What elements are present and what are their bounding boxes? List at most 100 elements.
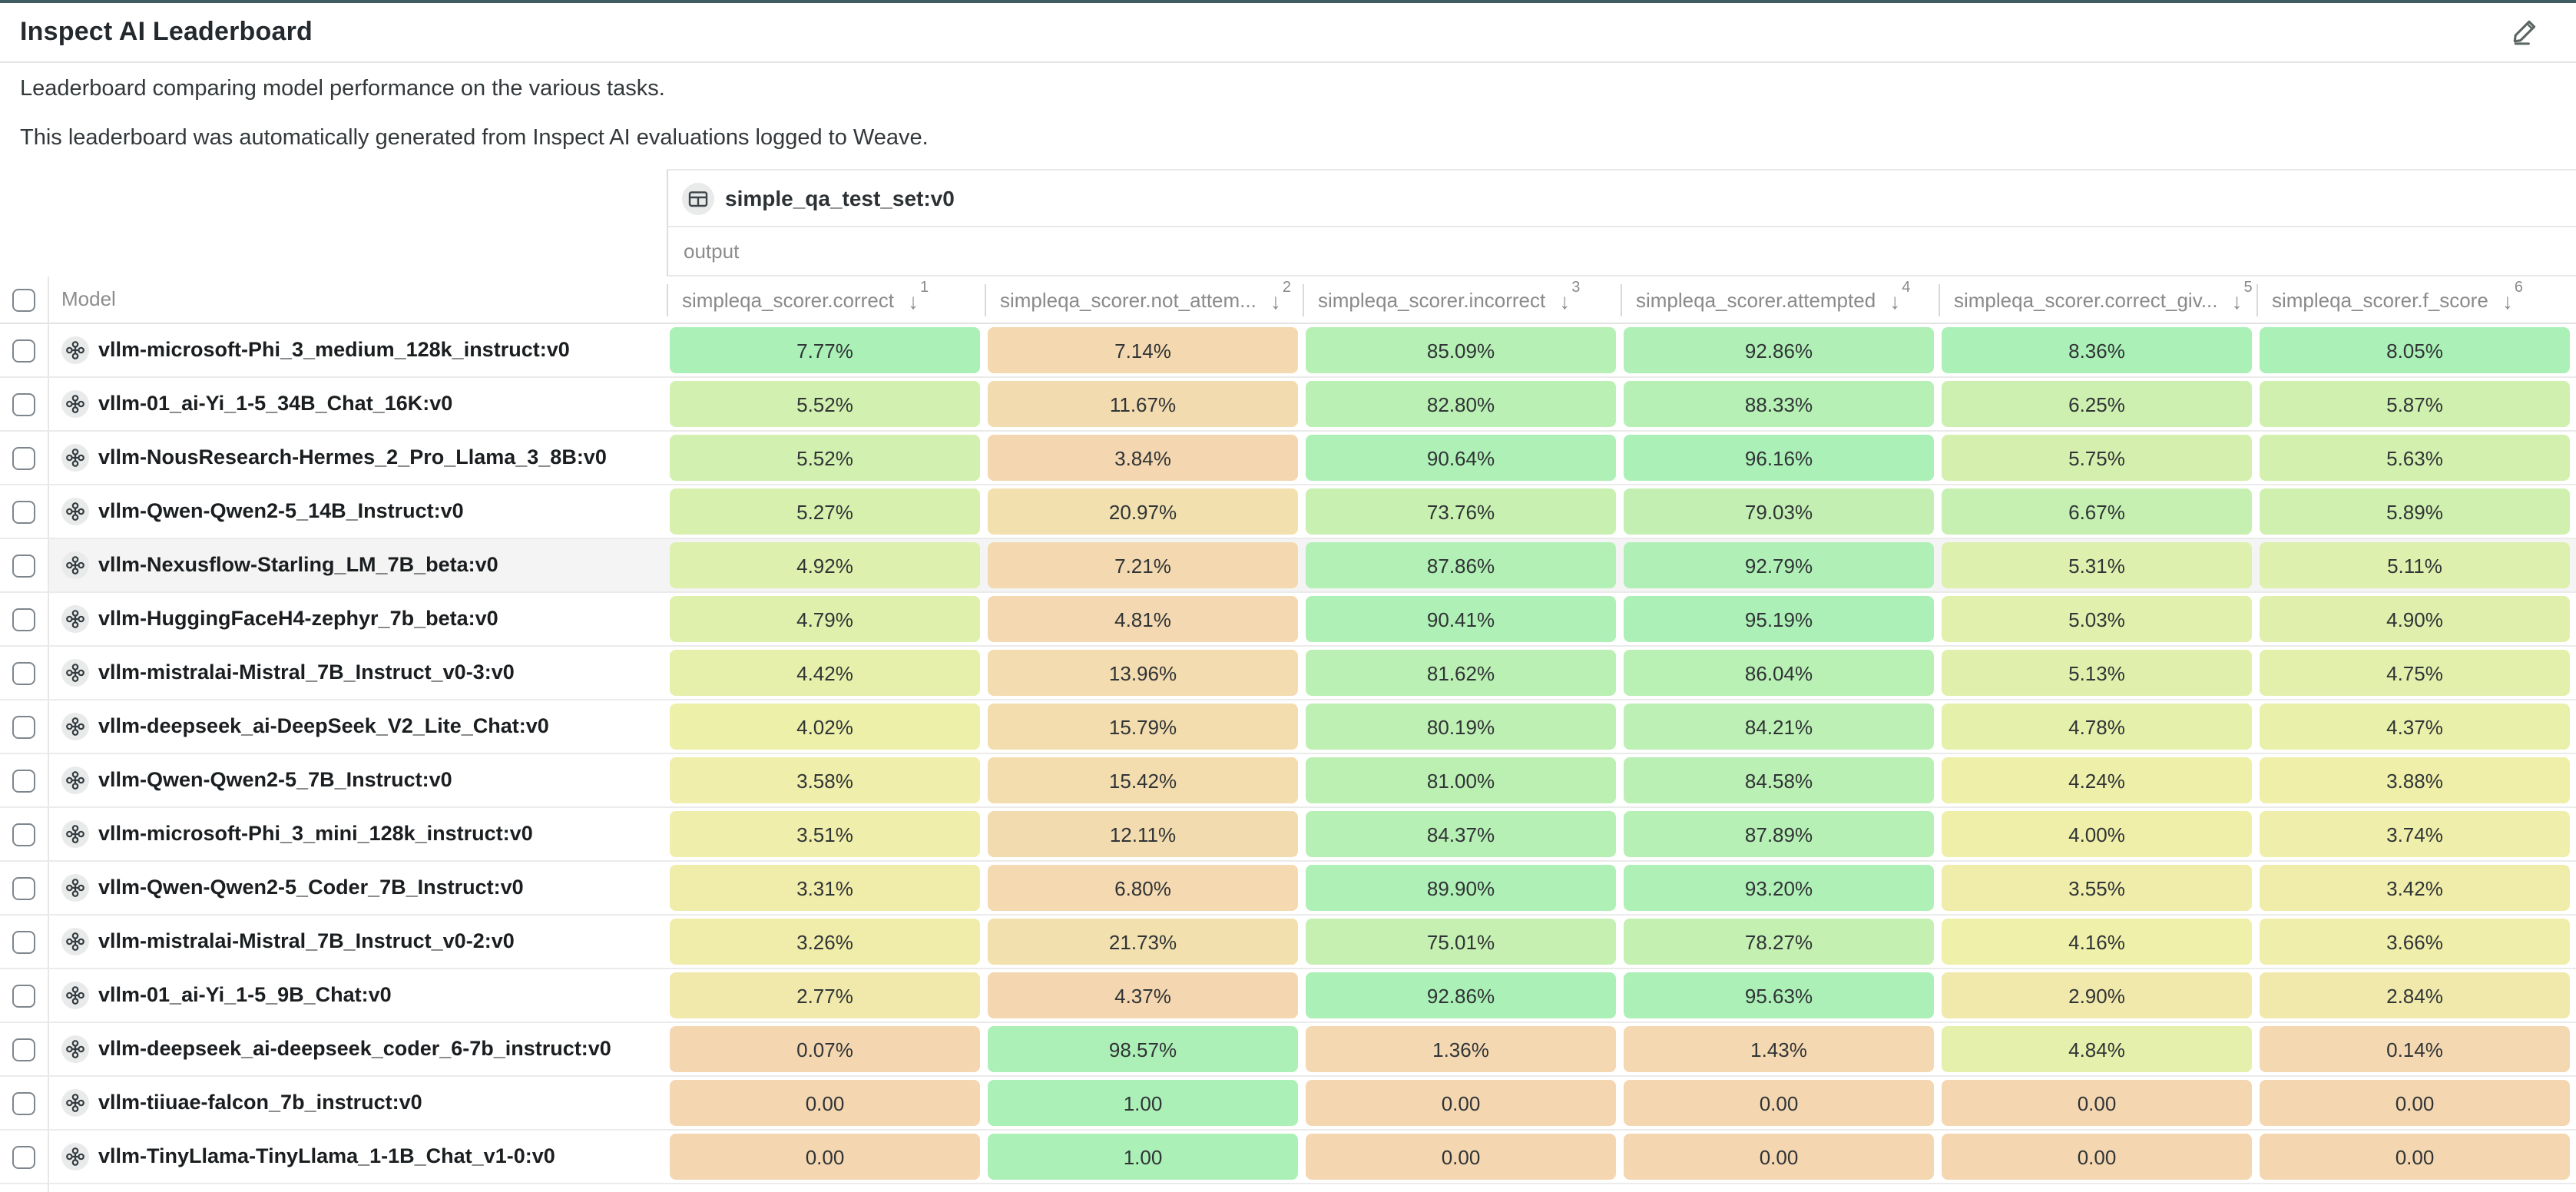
score-cell[interactable]: 6.67% — [1942, 488, 2252, 535]
score-cell[interactable]: 5.03% — [1942, 596, 2252, 642]
model-name-link[interactable]: vllm-microsoft-Phi_3_mini_128k_instruct:… — [98, 822, 533, 845]
select-all-checkbox[interactable] — [12, 289, 35, 312]
score-cell[interactable]: 5.52% — [670, 435, 980, 481]
sort-desc-arrow-icon[interactable]: ↓ 5 — [2231, 279, 2253, 313]
score-cell[interactable]: 4.81% — [988, 596, 1298, 642]
score-cell[interactable]: 6.80% — [988, 865, 1298, 911]
score-cell[interactable]: 4.79% — [670, 596, 980, 642]
dataset-group-header[interactable]: simple_qa_test_set:v0 — [667, 169, 2576, 227]
model-name-link[interactable]: vllm-01_ai-Yi_1-5_34B_Chat_16K:v0 — [98, 392, 453, 415]
score-cell[interactable]: 79.03% — [1624, 488, 1934, 535]
row-checkbox[interactable] — [12, 393, 35, 416]
score-cell[interactable]: 4.90% — [2260, 596, 2570, 642]
row-checkbox[interactable] — [12, 716, 35, 739]
score-cell[interactable]: 0.00 — [1624, 1134, 1934, 1180]
score-cell[interactable]: 0.00 — [1306, 1080, 1616, 1126]
score-cell[interactable]: 0.00 — [1942, 1080, 2252, 1126]
score-cell[interactable]: 4.00% — [1942, 811, 2252, 857]
column-header-simpleqa-scorer-not-attem-[interactable]: simpleqa_scorer.not_attem... ↓ 2 — [985, 276, 1303, 324]
score-cell[interactable]: 92.86% — [1624, 327, 1934, 373]
column-header-simpleqa-scorer-correct[interactable]: simpleqa_scorer.correct ↓ 1 — [667, 276, 985, 324]
score-cell[interactable]: 84.37% — [1306, 811, 1616, 857]
score-cell[interactable]: 4.37% — [2260, 704, 2570, 750]
sort-desc-arrow-icon[interactable]: ↓ 4 — [1889, 279, 1911, 313]
row-checkbox[interactable] — [12, 1146, 35, 1169]
model-name-link[interactable]: vllm-01_ai-Yi_1-5_9B_Chat:v0 — [98, 983, 392, 1006]
score-cell[interactable]: 84.58% — [1624, 757, 1934, 803]
score-cell[interactable]: 7.77% — [670, 327, 980, 373]
row-checkbox[interactable] — [12, 1038, 35, 1061]
score-cell[interactable]: 3.84% — [988, 435, 1298, 481]
score-cell[interactable]: 5.27% — [670, 488, 980, 535]
score-cell[interactable]: 4.84% — [1942, 1026, 2252, 1072]
row-checkbox[interactable] — [12, 823, 35, 846]
score-cell[interactable]: 3.51% — [670, 811, 980, 857]
score-cell[interactable]: 88.33% — [1624, 381, 1934, 427]
sort-desc-arrow-icon[interactable]: ↓ 6 — [2502, 279, 2523, 313]
score-cell[interactable]: 5.52% — [670, 381, 980, 427]
score-cell[interactable]: 3.26% — [670, 919, 980, 965]
score-cell[interactable]: 95.19% — [1624, 596, 1934, 642]
score-cell[interactable]: 3.42% — [2260, 865, 2570, 911]
score-cell[interactable]: 5.31% — [1942, 542, 2252, 588]
model-name-link[interactable]: vllm-Qwen-Qwen2-5_7B_Instruct:v0 — [98, 768, 452, 791]
model-name-link[interactable]: vllm-mistralai-Mistral_7B_Instruct_v0-2:… — [98, 929, 515, 952]
score-cell[interactable]: 3.66% — [2260, 919, 2570, 965]
model-name-link[interactable]: vllm-NousResearch-Hermes_2_Pro_Llama_3_8… — [98, 445, 607, 469]
score-cell[interactable]: 4.92% — [670, 542, 980, 588]
score-cell[interactable]: 5.63% — [2260, 435, 2570, 481]
row-checkbox[interactable] — [12, 877, 35, 900]
row-checkbox[interactable] — [12, 501, 35, 524]
score-cell[interactable]: 81.00% — [1306, 757, 1616, 803]
score-cell[interactable]: 5.13% — [1942, 650, 2252, 696]
score-cell[interactable]: 7.14% — [988, 327, 1298, 373]
score-cell[interactable]: 0.00 — [2260, 1134, 2570, 1180]
edit-button[interactable] — [2507, 15, 2544, 52]
score-cell[interactable]: 5.89% — [2260, 488, 2570, 535]
score-cell[interactable]: 3.31% — [670, 865, 980, 911]
score-cell[interactable]: 3.55% — [1942, 865, 2252, 911]
score-cell[interactable]: 92.86% — [1306, 972, 1616, 1018]
score-cell[interactable]: 73.76% — [1306, 488, 1616, 535]
sort-desc-arrow-icon[interactable]: ↓ 1 — [908, 279, 929, 313]
score-cell[interactable]: 0.07% — [670, 1026, 980, 1072]
model-name-link[interactable]: vllm-microsoft-Phi_3_medium_128k_instruc… — [98, 338, 570, 361]
row-checkbox[interactable] — [12, 555, 35, 578]
score-cell[interactable]: 75.01% — [1306, 919, 1616, 965]
model-name-link[interactable]: vllm-deepseek_ai-deepseek_coder_6-7b_ins… — [98, 1037, 611, 1060]
score-cell[interactable]: 8.05% — [2260, 327, 2570, 373]
row-checkbox[interactable] — [12, 608, 35, 631]
score-cell[interactable]: 3.58% — [670, 757, 980, 803]
score-cell[interactable]: 15.42% — [988, 757, 1298, 803]
score-cell[interactable]: 1.36% — [1306, 1026, 1616, 1072]
score-cell[interactable]: 5.87% — [2260, 381, 2570, 427]
score-cell[interactable]: 95.63% — [1624, 972, 1934, 1018]
model-name-link[interactable]: vllm-Qwen-Qwen2-5_14B_Instruct:v0 — [98, 499, 464, 522]
score-cell[interactable]: 0.00 — [670, 1080, 980, 1126]
score-cell[interactable]: 90.64% — [1306, 435, 1616, 481]
score-cell[interactable]: 84.21% — [1624, 704, 1934, 750]
model-name-link[interactable]: vllm-Qwen-Qwen2-5_Coder_7B_Instruct:v0 — [98, 876, 524, 899]
score-cell[interactable]: 15.79% — [988, 704, 1298, 750]
score-cell[interactable]: 2.77% — [670, 972, 980, 1018]
column-header-simpleqa-scorer-incorrect[interactable]: simpleqa_scorer.incorrect ↓ 3 — [1303, 276, 1621, 324]
score-cell[interactable]: 4.78% — [1942, 704, 2252, 750]
score-cell[interactable]: 13.96% — [988, 650, 1298, 696]
score-cell[interactable]: 2.84% — [2260, 972, 2570, 1018]
score-cell[interactable]: 78.27% — [1624, 919, 1934, 965]
score-cell[interactable]: 2.90% — [1942, 972, 2252, 1018]
score-cell[interactable]: 7.21% — [988, 542, 1298, 588]
model-name-link[interactable]: vllm-Nexusflow-Starling_LM_7B_beta:v0 — [98, 553, 498, 576]
score-cell[interactable]: 1.00 — [988, 1134, 1298, 1180]
model-name-link[interactable]: vllm-mistralai-Mistral_7B_Instruct_v0-3:… — [98, 661, 515, 684]
score-cell[interactable]: 6.25% — [1942, 381, 2252, 427]
row-checkbox[interactable] — [12, 985, 35, 1008]
score-cell[interactable]: 80.19% — [1306, 704, 1616, 750]
score-cell[interactable]: 21.73% — [988, 919, 1298, 965]
row-checkbox[interactable] — [12, 770, 35, 793]
score-cell[interactable]: 5.75% — [1942, 435, 2252, 481]
row-checkbox[interactable] — [12, 931, 35, 954]
score-cell[interactable]: 12.11% — [988, 811, 1298, 857]
score-cell[interactable]: 96.16% — [1624, 435, 1934, 481]
score-cell[interactable]: 0.00 — [670, 1134, 980, 1180]
